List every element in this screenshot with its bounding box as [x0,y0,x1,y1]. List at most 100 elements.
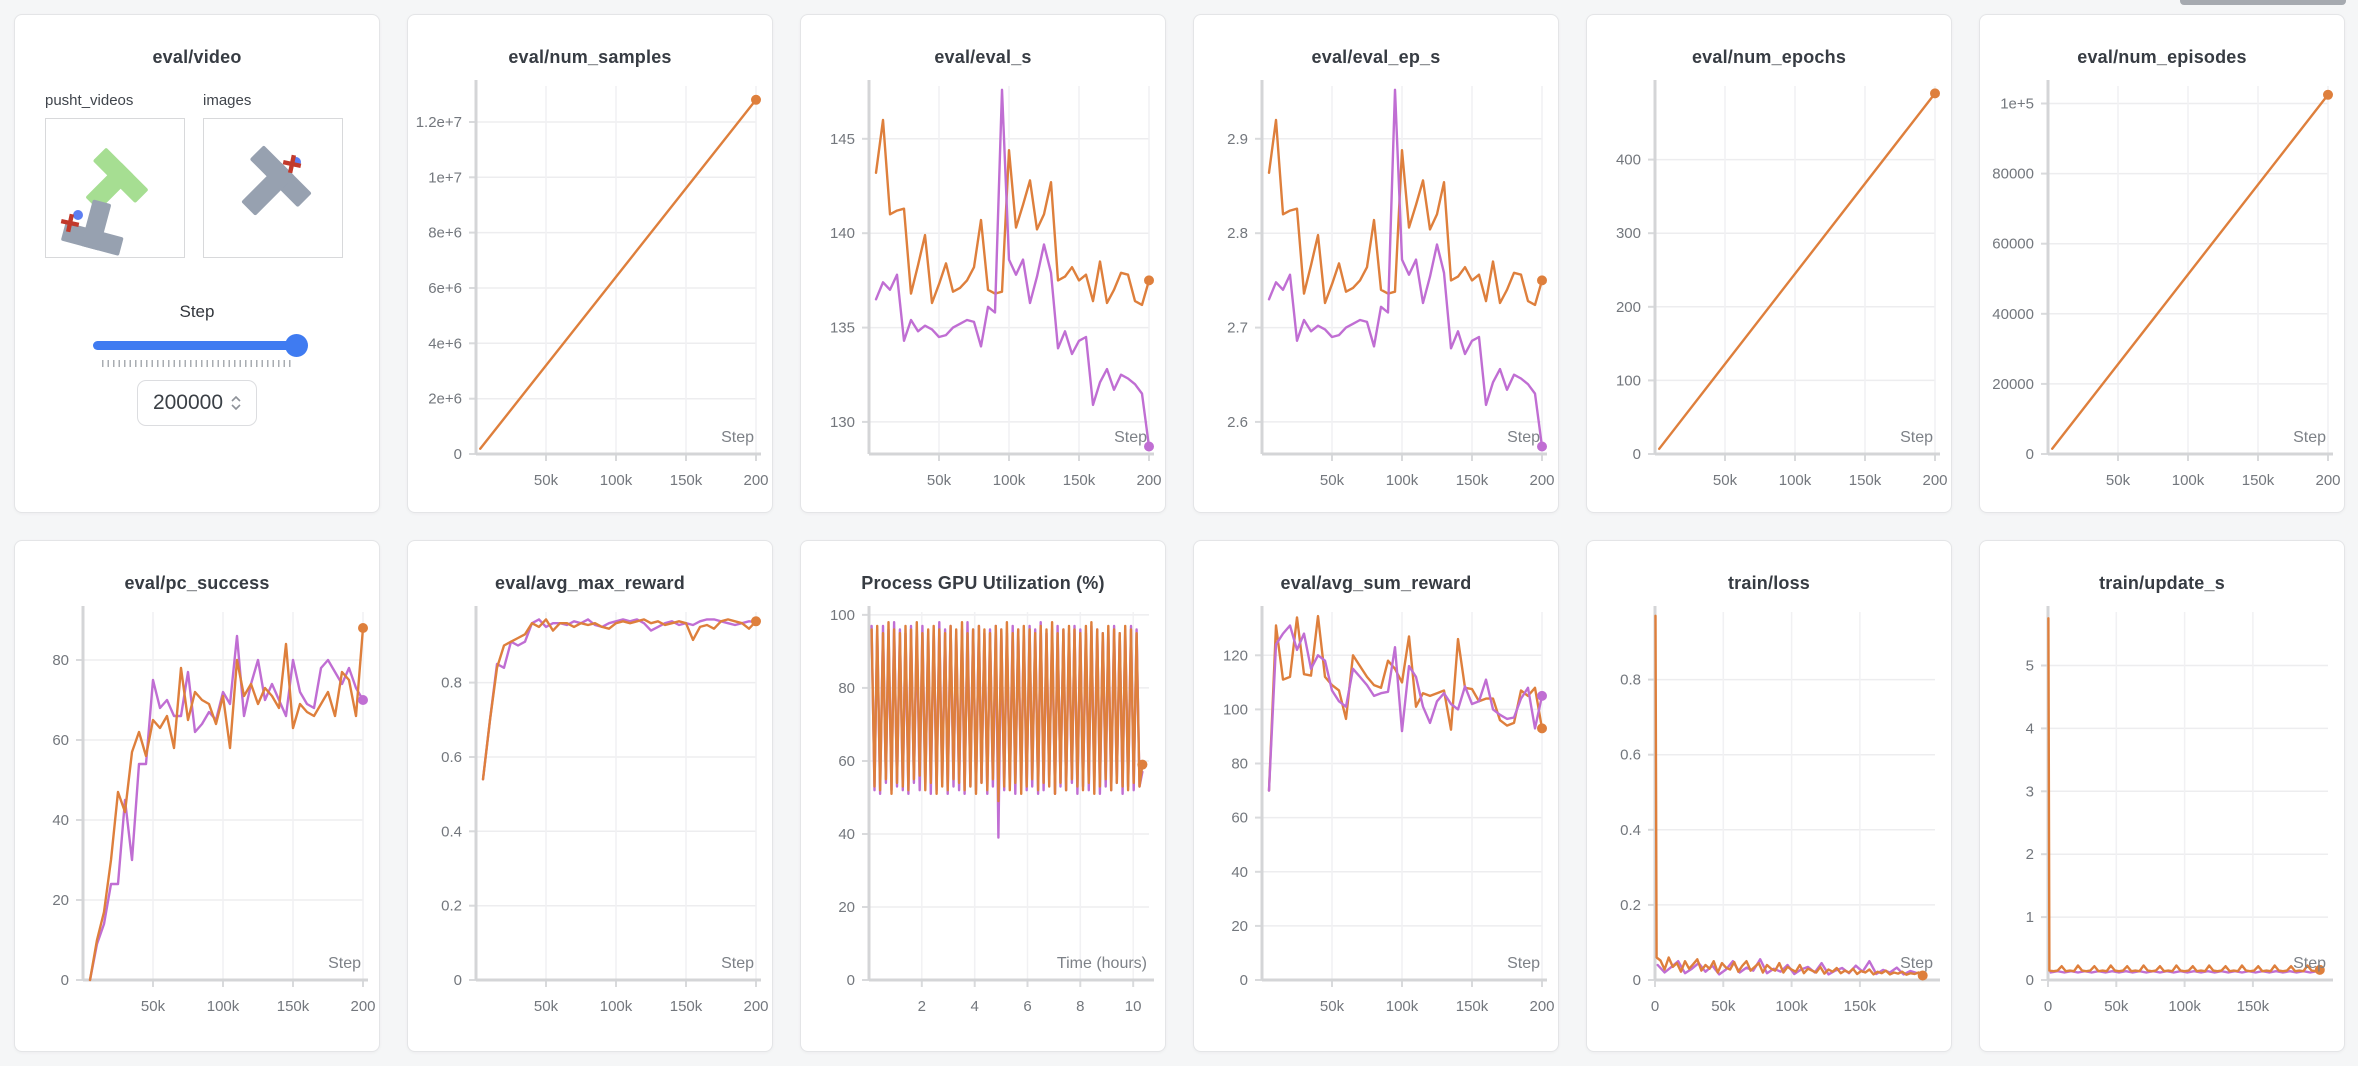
svg-text:130: 130 [830,414,855,431]
step-slider-track[interactable] [93,341,301,350]
svg-text:150k: 150k [2242,472,2275,489]
svg-text:80: 80 [1231,756,1248,773]
chart-plot-eval-avg_max_reward[interactable]: 0 0.2 0.4 0.6 0.8 50k 100k 150k 200 Step [408,602,773,1026]
pusht-scene-image [60,148,148,256]
media-label: images [203,92,252,109]
series-end-dot [2323,89,2333,100]
chart-plot-train-loss[interactable]: 0 0.2 0.4 0.6 0.8 0 50k 100k 150k Step [1587,602,1952,1026]
svg-text:20: 20 [838,899,855,916]
svg-text:120: 120 [1223,647,1248,664]
svg-text:0: 0 [2044,998,2052,1015]
svg-text:1e+7: 1e+7 [428,169,462,186]
svg-text:2: 2 [2026,846,2034,863]
svg-text:50k: 50k [1713,472,1738,489]
horizontal-scrollbar-thumb[interactable] [2180,0,2346,5]
panel-eval-eval_s: eval/eval_s 130 135 140 145 50k 100k 150k 200 St… [800,14,1166,513]
chart-plot-eval-num_episodes[interactable]: 0 20000 40000 60000 80000 1e+5 50k 100k 150k 200 S… [1980,76,2345,500]
step-slider-knob[interactable] [285,334,308,357]
series-end-dot [1537,723,1547,734]
svg-text:0: 0 [2026,972,2034,989]
svg-text:100k: 100k [1779,472,1812,489]
svg-text:100k: 100k [2172,472,2205,489]
series-run-orange [2050,93,2330,450]
svg-text:2.6: 2.6 [1227,414,1248,431]
chevron-down-icon[interactable] [231,404,241,410]
chart-title: eval/num_episodes [2077,47,2247,67]
svg-text:0.8: 0.8 [441,675,462,692]
chart-plot-eval-num_epochs[interactable]: 0 100 200 300 400 50k 100k 150k 200 Step [1587,76,1952,500]
svg-text:200: 200 [350,998,375,1015]
svg-text:2.9: 2.9 [1227,131,1248,148]
svg-text:80: 80 [52,652,69,669]
svg-text:8e+6: 8e+6 [428,225,462,242]
chart-title: eval/avg_sum_reward [1280,573,1472,593]
svg-text:4e+6: 4e+6 [428,335,462,352]
svg-text:200: 200 [743,998,768,1015]
svg-text:5: 5 [2026,657,2034,674]
chart-plot-eval-avg_sum_reward[interactable]: 0 20 40 60 80 100 120 50k 100k 150k 200 Step [1194,602,1559,1026]
series-run-purple [1267,88,1544,448]
svg-text:50k: 50k [2104,998,2129,1015]
step-slider-ticks [102,360,292,367]
svg-text:40: 40 [838,826,855,843]
chart-plot-eval-eval_s[interactable]: 130 135 140 145 50k 100k 150k 200 Step [801,76,1166,500]
svg-text:0.2: 0.2 [1620,897,1641,914]
chart-plot-process-gpu-utilization[interactable]: 0 20 40 60 80 100 2 4 6 8 10 Time (hours) [801,602,1166,1026]
svg-text:20: 20 [1231,918,1248,935]
svg-text:Step: Step [1900,429,1933,446]
svg-text:150k: 150k [1063,472,1096,489]
svg-text:200: 200 [1136,472,1161,489]
gray-t-shape [61,199,124,256]
svg-text:Step: Step [328,955,361,972]
svg-text:1.2e+7: 1.2e+7 [416,114,462,131]
chart-plot-train-update_s[interactable]: 0 1 2 3 4 5 0 50k 100k 150k Step [1980,602,2345,1026]
svg-text:2e+6: 2e+6 [428,391,462,408]
svg-text:100k: 100k [1386,472,1419,489]
svg-text:135: 135 [830,320,855,337]
svg-text:8: 8 [1076,998,1084,1015]
svg-text:0.4: 0.4 [441,823,462,840]
svg-text:2.7: 2.7 [1227,320,1248,337]
video-thumbnail-images[interactable] [203,118,343,258]
chart-plot-eval-num_samples[interactable]: 0 2e+6 4e+6 6e+6 8e+6 1e+7 1.2e+7 50k 100k 150k 20… [408,76,773,500]
svg-text:200: 200 [2315,472,2340,489]
svg-text:0.8: 0.8 [1620,672,1641,689]
step-value-input[interactable]: 200000 [137,380,257,426]
svg-text:0: 0 [1633,972,1641,989]
svg-text:0.6: 0.6 [1620,747,1641,764]
series-run-purple [874,88,1151,448]
svg-text:40: 40 [52,812,69,829]
step-control: Step 200000 [15,302,379,426]
video-thumbnail-pusht-videos[interactable] [45,118,185,258]
svg-text:100: 100 [1616,372,1641,389]
svg-text:60: 60 [52,732,69,749]
svg-text:0.2: 0.2 [441,898,462,915]
step-slider[interactable] [93,333,308,358]
svg-text:60: 60 [838,753,855,770]
svg-text:150k: 150k [277,998,310,1015]
svg-text:2: 2 [918,998,926,1015]
svg-text:200: 200 [1529,998,1554,1015]
chevron-up-icon[interactable] [231,396,241,402]
series-end-dot [358,623,368,633]
panel-eval-video: eval/video pusht_videos [14,14,380,513]
series-run-purple [1267,624,1544,792]
step-value[interactable]: 200000 [152,391,224,414]
series-end-dot [358,695,368,705]
stepper-chevrons[interactable] [231,396,241,410]
svg-text:Step: Step [1900,955,1933,972]
svg-text:0: 0 [61,972,69,989]
svg-text:0: 0 [847,972,855,989]
svg-text:Time (hours): Time (hours) [1057,955,1147,972]
chart-plot-eval-pc_success[interactable]: 0 20 40 60 80 50k 100k 150k 200 Step [15,602,380,1026]
chart-plot-eval-eval_ep_s[interactable]: 2.6 2.7 2.8 2.9 50k 100k 150k 200 Step [1194,76,1559,500]
svg-text:Step: Step [721,429,754,446]
series-end-dot [1537,275,1547,286]
svg-text:50k: 50k [1711,998,1736,1015]
svg-text:0: 0 [1633,446,1641,463]
series-run-orange [481,618,758,781]
step-slider-label: Step [179,302,215,321]
media-row: pusht_videos [45,92,379,258]
panel-train-loss: train/loss 0 0.2 0.4 0.6 0.8 0 50k 100k 150k Step [1586,540,1952,1052]
series-run-orange [478,98,758,450]
